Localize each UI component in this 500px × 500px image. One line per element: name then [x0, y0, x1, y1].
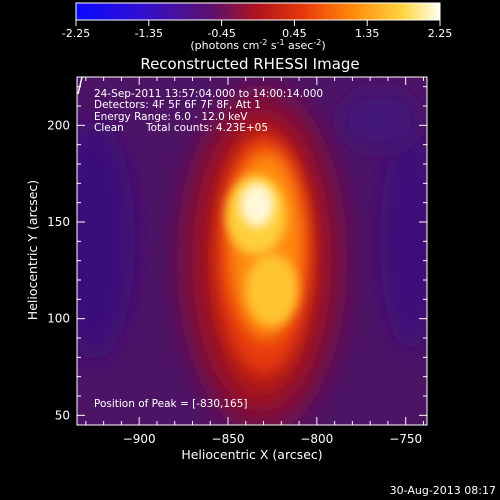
colorbar-gradient — [75, 2, 441, 21]
annotations: 24-Sep-2011 13:57:04.000 to 14:00:14.000… — [94, 88, 323, 410]
x-axis-label: Heliocentric X (arcsec) — [181, 447, 322, 462]
total-counts-label: Total counts: 4.23E+05 — [145, 122, 268, 134]
heatmap-image — [77, 77, 427, 425]
y-axis-ticks: 50 100 150 200 — [47, 86, 427, 422]
colorbar: -2.25 -1.35 -0.45 0.45 1.35 2.25 (photons cm-… — [62, 2, 452, 52]
energy-range-label: Energy Range: 6.0 - 12.0 keV — [94, 111, 248, 123]
footer-timestamp: 30-Aug-2013 08:17 — [390, 484, 496, 497]
peak-position-label: Position of Peak = [-830,165] — [94, 398, 248, 410]
frame-corner-mark — [77, 76, 83, 95]
x-tick-label: −800 — [300, 432, 333, 446]
x-tick-label: −850 — [212, 432, 245, 446]
detectors-label: Detectors: 4F 5F 6F 7F 8F, Att 1 — [94, 99, 261, 111]
y-tick-label: 50 — [55, 408, 70, 422]
x-tick-label: −750 — [389, 432, 422, 446]
method-label: Clean — [94, 122, 124, 134]
chart-title: Reconstructed RHESSI Image — [140, 55, 359, 73]
colorbar-tick-label: 2.25 — [428, 27, 453, 40]
colorbar-tick-label: 0.45 — [282, 27, 307, 40]
x-axis-ticks: −900 −850 −800 −750 — [85, 77, 424, 446]
y-axis-label: Heliocentric Y (arcsec) — [25, 180, 40, 320]
colorbar-tick-label: -0.45 — [207, 27, 235, 40]
y-tick-label: 150 — [47, 215, 70, 229]
colorbar-tick-label: -1.35 — [135, 27, 163, 40]
colorbar-ticks: -2.25 -1.35 -0.45 0.45 1.35 2.25 — [62, 20, 452, 40]
x-tick-label: −900 — [123, 432, 156, 446]
colorbar-unit: (photons cm-2 s-1 asec-2) — [190, 38, 325, 52]
y-tick-label: 100 — [47, 312, 70, 326]
y-tick-label: 200 — [47, 118, 70, 132]
plot-frame — [76, 76, 428, 426]
colorbar-tick-label: -2.25 — [62, 27, 90, 40]
time-range-label: 24-Sep-2011 13:57:04.000 to 14:00:14.000 — [94, 88, 323, 100]
colorbar-tick-label: 1.35 — [355, 27, 380, 40]
